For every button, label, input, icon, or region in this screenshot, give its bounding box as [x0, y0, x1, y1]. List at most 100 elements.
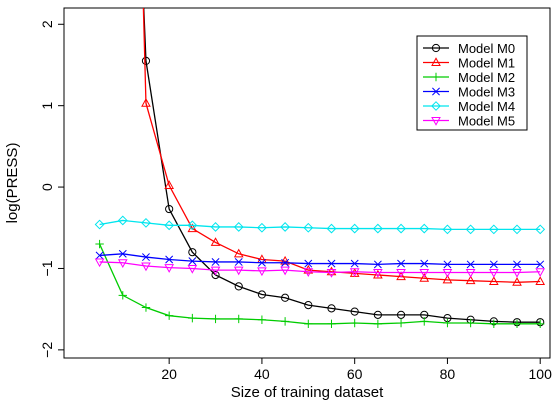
data-point: [118, 249, 127, 258]
data-point: [419, 223, 430, 234]
data-point: [257, 290, 267, 299]
data-point: [141, 98, 151, 107]
data-point: [281, 258, 290, 267]
data-point: [257, 315, 267, 324]
data-point: [117, 215, 128, 226]
data-point: [488, 224, 499, 235]
x-axis-label: Size of training dataset: [231, 384, 384, 401]
legend-item: Model M4: [423, 99, 515, 114]
legend-item: Model M2: [423, 70, 515, 85]
data-point: [280, 222, 291, 232]
data-point: [327, 319, 336, 329]
legend-label: Model M0: [458, 41, 515, 56]
data-point: [466, 260, 475, 269]
data-point: [94, 219, 105, 230]
legend-label: Model M1: [458, 56, 515, 71]
data-point: [373, 269, 383, 278]
y-tick-label: −2: [39, 342, 55, 358]
data-point: [210, 266, 221, 276]
data-point: [257, 267, 267, 277]
series-layer: [94, 8, 546, 329]
legend-label: Model M3: [458, 85, 515, 100]
data-point: [304, 259, 313, 268]
legend-marker: [431, 72, 441, 82]
x-tick-label: 100: [529, 366, 553, 382]
legend-marker: [431, 101, 441, 111]
data-point: [234, 257, 243, 266]
data-point: [535, 276, 546, 285]
y-tick-label: 0: [39, 183, 55, 191]
data-point: [303, 222, 314, 233]
data-point: [326, 266, 337, 276]
data-point: [349, 223, 360, 234]
legend-item: Model M3: [423, 85, 515, 100]
data-point: [326, 223, 337, 234]
data-point: [257, 222, 267, 233]
x-tick-label: 60: [347, 366, 363, 382]
data-point: [188, 313, 197, 323]
data-point: [396, 269, 406, 278]
y-tick-label: 1: [39, 102, 55, 110]
data-point: [419, 269, 430, 278]
data-point: [442, 224, 453, 235]
data-point: [466, 318, 475, 328]
data-point: [188, 248, 197, 257]
data-point: [303, 264, 314, 274]
data-point: [280, 317, 290, 326]
data-point: [536, 260, 545, 269]
legend-marker: [432, 87, 440, 96]
data-point: [443, 260, 452, 269]
data-point: [304, 300, 313, 310]
data-point: [327, 259, 336, 268]
legend-item: Model M1: [423, 56, 515, 71]
data-point: [95, 239, 104, 249]
data-point: [211, 314, 220, 324]
data-point: [442, 274, 453, 284]
data-point: [211, 257, 220, 266]
data-point: [373, 269, 383, 279]
data-point: [94, 258, 105, 268]
data-point: [142, 253, 150, 262]
data-point: [210, 237, 221, 246]
data-point: [164, 180, 175, 189]
data-point: [465, 275, 476, 285]
data-point: [165, 255, 174, 264]
data-point: [164, 220, 175, 231]
data-point: [164, 264, 175, 273]
data-point: [188, 257, 197, 266]
data-point: [141, 303, 151, 312]
series-model-m4: [94, 215, 546, 235]
data-point: [513, 260, 521, 269]
y-tick-label: −1: [39, 260, 55, 276]
data-point: [349, 268, 360, 277]
data-point: [512, 269, 522, 278]
data-point: [280, 266, 290, 276]
data-point: [535, 224, 546, 235]
series-model-m3: [95, 249, 545, 269]
data-point: [281, 293, 290, 302]
data-point: [117, 259, 128, 268]
data-point: [141, 262, 151, 272]
data-point: [420, 317, 429, 326]
data-point: [396, 223, 406, 234]
data-point: [257, 258, 266, 267]
y-tick-label: 2: [39, 20, 55, 28]
data-point: [187, 220, 198, 231]
series-line: [99, 261, 541, 274]
series-line: [99, 253, 541, 266]
data-point: [95, 251, 104, 260]
data-point: [396, 271, 406, 281]
data-point: [373, 319, 383, 329]
data-point: [465, 269, 476, 278]
data-point: [536, 319, 545, 329]
data-point: [396, 310, 406, 319]
data-point: [489, 260, 498, 269]
data-point: [164, 311, 174, 320]
series-model-m5: [94, 258, 546, 278]
data-point: [141, 217, 151, 228]
data-point: [397, 259, 406, 268]
data-point: [373, 310, 382, 319]
data-point: [210, 222, 221, 232]
data-point: [350, 259, 359, 268]
